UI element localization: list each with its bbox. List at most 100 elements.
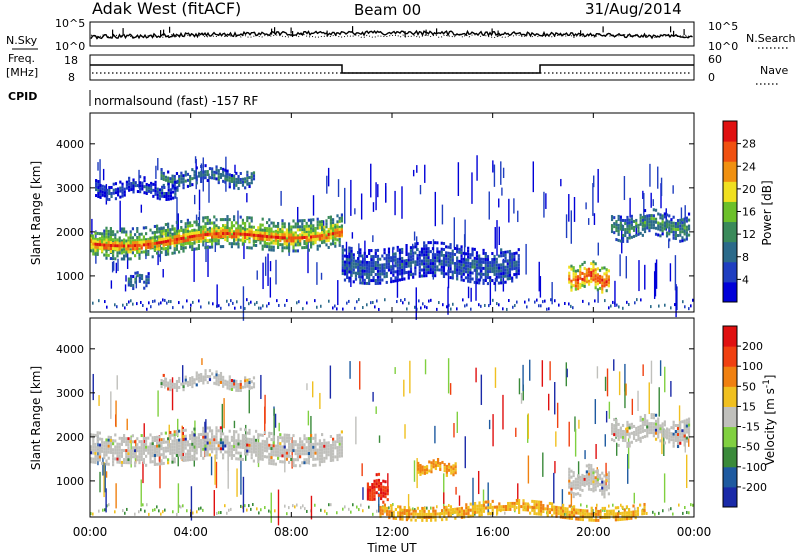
range-cell bbox=[215, 450, 218, 454]
range-cell bbox=[596, 481, 599, 485]
range-cell bbox=[442, 260, 446, 264]
range-cell bbox=[96, 231, 99, 235]
range-cell bbox=[452, 511, 455, 515]
range-cell bbox=[259, 442, 262, 446]
range-cell bbox=[270, 232, 273, 236]
range-cell bbox=[261, 231, 264, 235]
range-cell bbox=[248, 446, 251, 450]
range-cell bbox=[170, 300, 172, 304]
range-cell bbox=[180, 174, 183, 178]
range-cell bbox=[109, 447, 112, 451]
range-cell bbox=[350, 270, 353, 274]
range-cell bbox=[204, 369, 207, 373]
range-cell bbox=[434, 512, 437, 516]
range-cell bbox=[281, 225, 284, 229]
range-cell bbox=[169, 451, 172, 455]
range-cell bbox=[142, 461, 144, 484]
range-cell bbox=[197, 433, 200, 437]
range-cell bbox=[502, 269, 505, 273]
range-cell bbox=[125, 443, 128, 447]
range-cell bbox=[594, 268, 597, 272]
range-cell bbox=[279, 230, 282, 234]
range-cell bbox=[126, 507, 128, 511]
range-cell bbox=[560, 178, 562, 187]
range-cell bbox=[392, 273, 395, 277]
range-cell bbox=[255, 444, 258, 448]
range-cell bbox=[250, 507, 252, 511]
range-cell bbox=[123, 449, 126, 453]
range-cell bbox=[432, 459, 435, 463]
range-cell bbox=[189, 241, 192, 245]
range-cell bbox=[685, 427, 688, 431]
range-cell bbox=[682, 511, 684, 515]
range-cell bbox=[337, 179, 340, 197]
range-cell bbox=[449, 505, 453, 509]
range-cell bbox=[186, 172, 190, 176]
range-cell bbox=[186, 218, 189, 222]
range-cell bbox=[202, 227, 205, 231]
range-cell bbox=[261, 217, 264, 221]
noise-spike bbox=[274, 27, 276, 34]
range-cell bbox=[200, 170, 203, 174]
range-cell bbox=[332, 446, 335, 450]
range-cell bbox=[553, 472, 555, 504]
range-cell bbox=[303, 219, 306, 223]
range-cell bbox=[394, 367, 396, 374]
range-cell bbox=[241, 232, 244, 236]
range-cell bbox=[241, 229, 244, 233]
range-cell bbox=[161, 188, 164, 192]
range-cell bbox=[684, 305, 686, 309]
range-cell bbox=[430, 512, 433, 516]
range-cell bbox=[127, 244, 130, 248]
range-cell bbox=[632, 436, 636, 440]
range-cell bbox=[303, 233, 306, 237]
range-cell bbox=[583, 260, 586, 264]
range-cell bbox=[376, 278, 380, 282]
range-cell bbox=[615, 229, 618, 233]
range-cell bbox=[326, 175, 328, 194]
range-cell bbox=[340, 213, 343, 217]
range-cell bbox=[252, 459, 255, 463]
range-cell bbox=[447, 508, 450, 512]
range-cell bbox=[134, 455, 137, 459]
range-cell bbox=[94, 442, 97, 446]
range-cell bbox=[416, 165, 418, 173]
range-cell bbox=[500, 248, 503, 252]
range-cell bbox=[654, 428, 658, 432]
range-cell bbox=[169, 197, 173, 201]
range-cell bbox=[222, 378, 225, 382]
range-cell bbox=[171, 439, 174, 443]
range-cell bbox=[674, 222, 677, 226]
range-cell bbox=[325, 222, 328, 226]
range-cell bbox=[103, 461, 105, 498]
range-cell bbox=[310, 235, 313, 239]
range-cell bbox=[119, 189, 122, 193]
range-cell bbox=[596, 282, 599, 286]
range-cell bbox=[147, 242, 150, 246]
range-cell bbox=[608, 401, 611, 419]
range-cell bbox=[164, 449, 167, 453]
range-cell bbox=[101, 238, 104, 242]
range-cell bbox=[407, 252, 410, 256]
range-cell bbox=[350, 267, 353, 271]
range-cell bbox=[239, 238, 242, 242]
range-cell bbox=[153, 247, 156, 251]
range-cell bbox=[244, 239, 247, 243]
range-cell bbox=[668, 440, 671, 444]
range-cell bbox=[167, 191, 170, 195]
range-cell bbox=[215, 232, 218, 236]
range-cell bbox=[489, 512, 492, 516]
range-cell bbox=[283, 239, 286, 243]
range-cell bbox=[176, 197, 178, 231]
power-colorbar bbox=[722, 120, 738, 303]
range-cell bbox=[449, 508, 453, 512]
station-title: Adak West (fitACF) bbox=[92, 0, 241, 18]
range-cell bbox=[281, 243, 284, 247]
range-cell bbox=[617, 437, 620, 441]
range-cell bbox=[329, 435, 332, 439]
range-cell bbox=[164, 383, 168, 387]
range-cell bbox=[270, 221, 273, 225]
range-cell bbox=[301, 246, 304, 250]
range-cell bbox=[471, 259, 474, 263]
range-cell bbox=[208, 426, 211, 430]
